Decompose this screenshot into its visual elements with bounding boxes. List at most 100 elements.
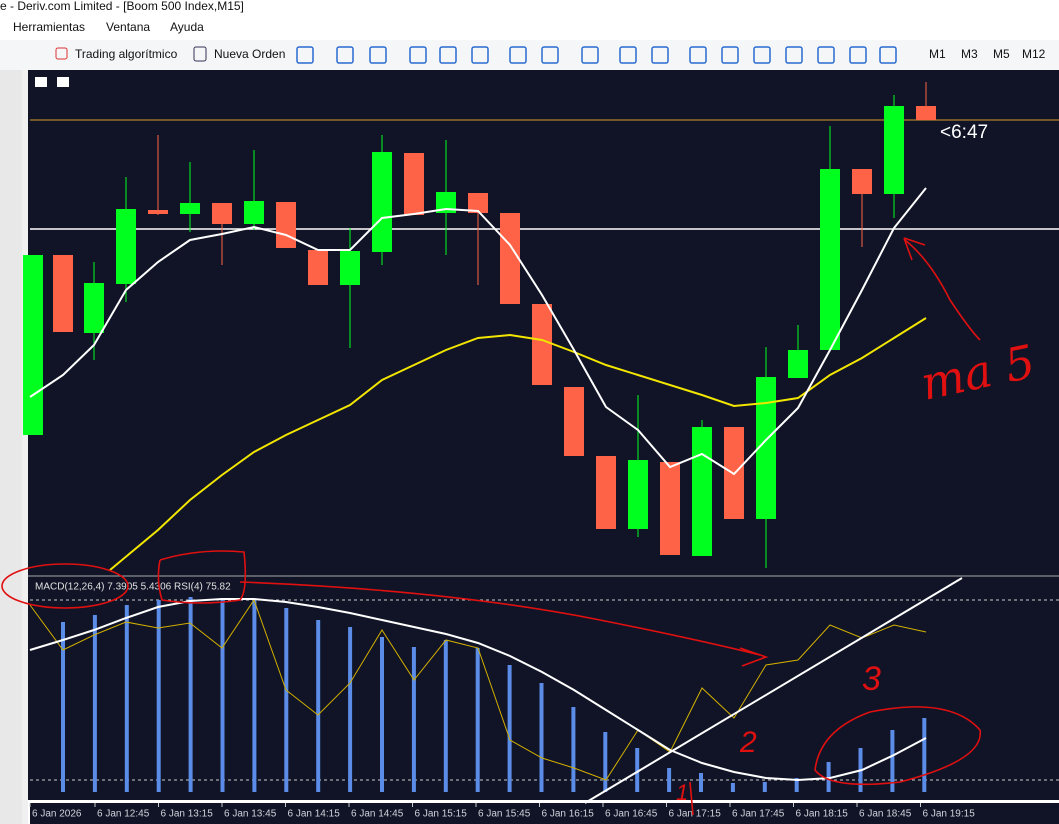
candle-body (212, 203, 232, 224)
candle-body (84, 283, 104, 333)
candle-body (596, 456, 616, 529)
time-label: 6 Jan 13:15 (161, 809, 214, 820)
macd-bar (380, 637, 384, 792)
macd-bar (922, 718, 927, 792)
macd-bar (794, 778, 799, 792)
toolbar-icon (849, 46, 867, 64)
algo-icon (55, 47, 68, 60)
macd-bar (635, 748, 640, 792)
macd-bar (730, 783, 735, 792)
toolbar-button[interactable]: Trading algorítmico (75, 47, 178, 61)
candle-body (276, 202, 296, 248)
toolbar-icon (817, 46, 835, 64)
macd-bar (762, 782, 767, 792)
candle-body (116, 209, 136, 284)
time-label: 6 Jan 18:15 (796, 809, 849, 820)
annotation: 1 (676, 780, 688, 805)
candle-body (884, 106, 904, 194)
chart-icon (35, 77, 47, 87)
candle-body (628, 460, 648, 529)
time-label: 6 Jan 16:45 (605, 809, 658, 820)
time-label: 6 Jan 15:45 (478, 809, 531, 820)
candle-body (148, 210, 168, 214)
toolbar-icon (369, 46, 387, 64)
candle-body (532, 304, 552, 385)
macd-bar (603, 732, 608, 792)
candle-body (340, 251, 360, 285)
fast-ma (29, 187, 927, 476)
timeframe-button[interactable]: M3 (961, 47, 978, 61)
time-label: 6 Jan 19:15 (923, 809, 976, 820)
trendline (584, 577, 963, 804)
candle-body (180, 203, 200, 214)
candle-body (692, 427, 712, 556)
macd-bar (826, 762, 831, 792)
macd-bar (443, 640, 448, 792)
toolbar-icon (439, 46, 457, 64)
time-axis-band (30, 803, 1059, 824)
macd-bar (475, 648, 480, 792)
candle-body (916, 106, 936, 120)
menu-item[interactable]: Ayuda (170, 20, 204, 34)
time-label: 6 Jan 17:45 (732, 809, 785, 820)
timeframe-button[interactable]: M5 (993, 47, 1010, 61)
countdown: <6:47 (940, 122, 988, 143)
time-label: 6 Jan 14:45 (351, 809, 404, 820)
macd-bar (92, 615, 97, 792)
time-label: 6 Jan 2026 (32, 809, 82, 820)
toolbar-icon (721, 46, 739, 64)
macd-bar (348, 627, 353, 792)
macd-bar (699, 773, 703, 792)
candle-body (564, 387, 584, 456)
candle-body (756, 377, 776, 519)
macd-bar (316, 620, 321, 792)
toolbar-icons (296, 46, 897, 64)
candle-body (404, 153, 424, 215)
title-bar (0, 0, 1059, 16)
toolbar-icon (296, 46, 314, 64)
toolbar (0, 40, 1059, 70)
candle-body (820, 169, 840, 350)
toolbar-icon (651, 46, 669, 64)
macd-bar (220, 598, 225, 792)
menu-item[interactable]: Herramientas (13, 20, 85, 34)
macd-bar (667, 768, 672, 792)
toolbar-icon (581, 46, 599, 64)
time-label: 6 Jan 14:15 (288, 809, 341, 820)
candle-body (372, 152, 392, 252)
window-title: e - Deriv.com Limited - [Boom 500 Index,… (0, 0, 244, 13)
handwriting (1, 237, 981, 816)
timeframe-button[interactable]: M12 (1022, 47, 1046, 61)
time-label: 6 Jan 18:45 (859, 809, 912, 820)
candle-body (788, 350, 808, 378)
macd-bar (507, 665, 512, 792)
indicator-label: MACD(12,26,4) 7.3905 5.4306 RSI(4) 75.82 (35, 582, 231, 593)
candle-body (23, 255, 43, 435)
macd-bar (252, 600, 257, 792)
menu-item[interactable]: Ventana (106, 20, 150, 34)
plot (23, 82, 963, 804)
order-icon (193, 46, 207, 62)
macd-bar (156, 600, 161, 792)
time-label: 6 Jan 16:15 (542, 809, 595, 820)
time-labels: 6 Jan 2026 6 Jan 12:45 6 Jan 13:15 6 Jan 13… (29, 803, 976, 820)
toolbar-icon (785, 46, 803, 64)
toolbar-icon (336, 46, 354, 64)
slow-ma (109, 317, 927, 571)
toolbar-button[interactable]: Nueva Orden (214, 47, 285, 61)
annotation: 2 (739, 726, 757, 759)
annotation: 3 (862, 660, 881, 698)
candle-body (468, 193, 488, 213)
macd-bar (284, 608, 289, 792)
macd-signal (29, 598, 927, 782)
toolbar-icon (619, 46, 637, 64)
timeframe-button[interactable]: M1 (929, 47, 946, 61)
macd-bar (188, 597, 193, 792)
toolbar-icon (409, 46, 427, 64)
candle-body (308, 250, 328, 285)
toolbar-icon (471, 46, 489, 64)
toolbar-icon (879, 46, 897, 64)
macd-bar (411, 647, 416, 792)
candle-body (436, 192, 456, 213)
